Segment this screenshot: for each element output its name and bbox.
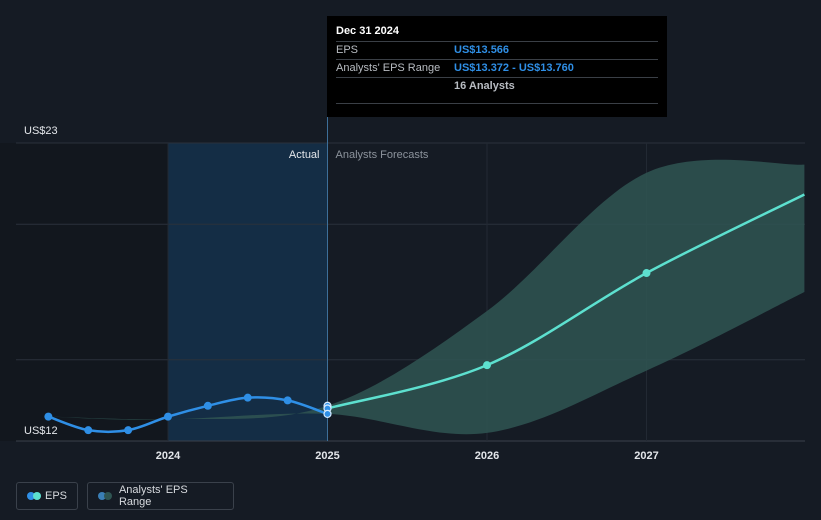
tooltip-analysts-row: 16 Analysts [336,78,658,95]
forecast-label: Analysts Forecasts [336,149,429,161]
analysts-eps-range-band [48,159,805,435]
today-marker-2 [323,409,332,419]
eps-point-6 [283,396,292,405]
tooltip-date: Dec 31 2024 [336,24,658,42]
y-tick-top: US$23 [24,125,58,137]
eps-point-0 [44,412,53,421]
x-tick-2026: 2026 [475,450,499,462]
y-tick-bottom: US$12 [24,425,58,437]
tooltip-range-label: Analysts' EPS Range [336,62,441,74]
x-tick-2025: 2025 [315,450,339,462]
x-tick-2027: 2027 [634,450,658,462]
tooltip-eps-value: US$13.566 [454,44,510,56]
eps-point-2 [124,426,133,435]
legend-eps-label: EPS [44,490,67,502]
tooltip-range-row: Analysts' EPS Range US$13.372 - US$13.76… [336,60,658,78]
eps-point-4 [203,401,212,410]
actual-label: Actual [289,149,320,161]
tooltip-eps-row: EPS US$13.566 [336,42,658,60]
actual-region-highlight [168,143,328,441]
legend-eps[interactable]: EPS [16,482,78,510]
eps-point-3 [164,412,172,421]
range-legend-icon [98,492,112,500]
legend-analysts-eps-range[interactable]: Analysts' EPS Range [87,482,234,510]
eps-point-5 [243,393,252,402]
eps-forecast-line [327,193,805,410]
forecast-point-0 [483,361,491,370]
tooltip-analysts-count: 16 Analysts [454,80,515,92]
tooltip: Dec 31 2024 EPS US$13.566 Analysts' EPS … [327,16,667,117]
eps-point-1 [84,426,93,435]
forecast-point-1 [642,269,651,278]
eps-legend-icon [27,492,41,500]
legend-range-label: Analysts' EPS Range [118,484,188,508]
x-tick-2024: 2024 [156,450,181,462]
tooltip-range-value: US$13.372 - US$13.760 [454,62,574,74]
tooltip-eps-label: EPS [336,44,359,56]
